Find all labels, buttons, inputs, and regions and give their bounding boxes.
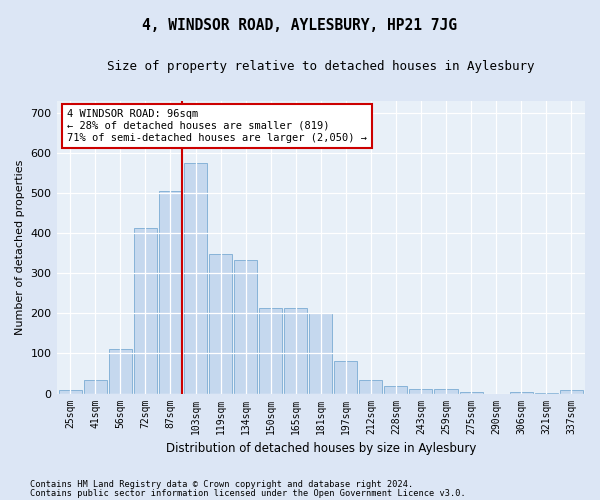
Bar (234, 260, 257, 394)
Bar (59, 390, 82, 394)
Bar (309, 314, 332, 394)
Title: Size of property relative to detached houses in Aylesbury: Size of property relative to detached ho… (107, 60, 535, 73)
Bar (134, 228, 157, 394)
Bar (385, 386, 407, 394)
Bar (209, 254, 232, 394)
Bar (109, 348, 132, 394)
Bar (535, 393, 558, 394)
Bar (184, 163, 207, 394)
Bar (334, 362, 358, 394)
Text: 4 WINDSOR ROAD: 96sqm
← 28% of detached houses are smaller (819)
71% of semi-det: 4 WINDSOR ROAD: 96sqm ← 28% of detached … (67, 110, 367, 142)
Bar (509, 392, 533, 394)
Bar (159, 191, 182, 394)
Bar (434, 388, 458, 394)
Bar (359, 380, 382, 394)
Text: 4, WINDSOR ROAD, AYLESBURY, HP21 7JG: 4, WINDSOR ROAD, AYLESBURY, HP21 7JG (143, 18, 458, 32)
Y-axis label: Number of detached properties: Number of detached properties (15, 160, 25, 334)
Bar (84, 380, 107, 394)
Bar (460, 392, 482, 394)
Bar (284, 308, 307, 394)
Bar (259, 308, 282, 394)
Bar (409, 388, 433, 394)
Text: Contains HM Land Registry data © Crown copyright and database right 2024.: Contains HM Land Registry data © Crown c… (30, 480, 413, 489)
X-axis label: Distribution of detached houses by size in Aylesbury: Distribution of detached houses by size … (166, 442, 476, 455)
Text: Contains public sector information licensed under the Open Government Licence v3: Contains public sector information licen… (30, 488, 466, 498)
Bar (560, 390, 583, 394)
